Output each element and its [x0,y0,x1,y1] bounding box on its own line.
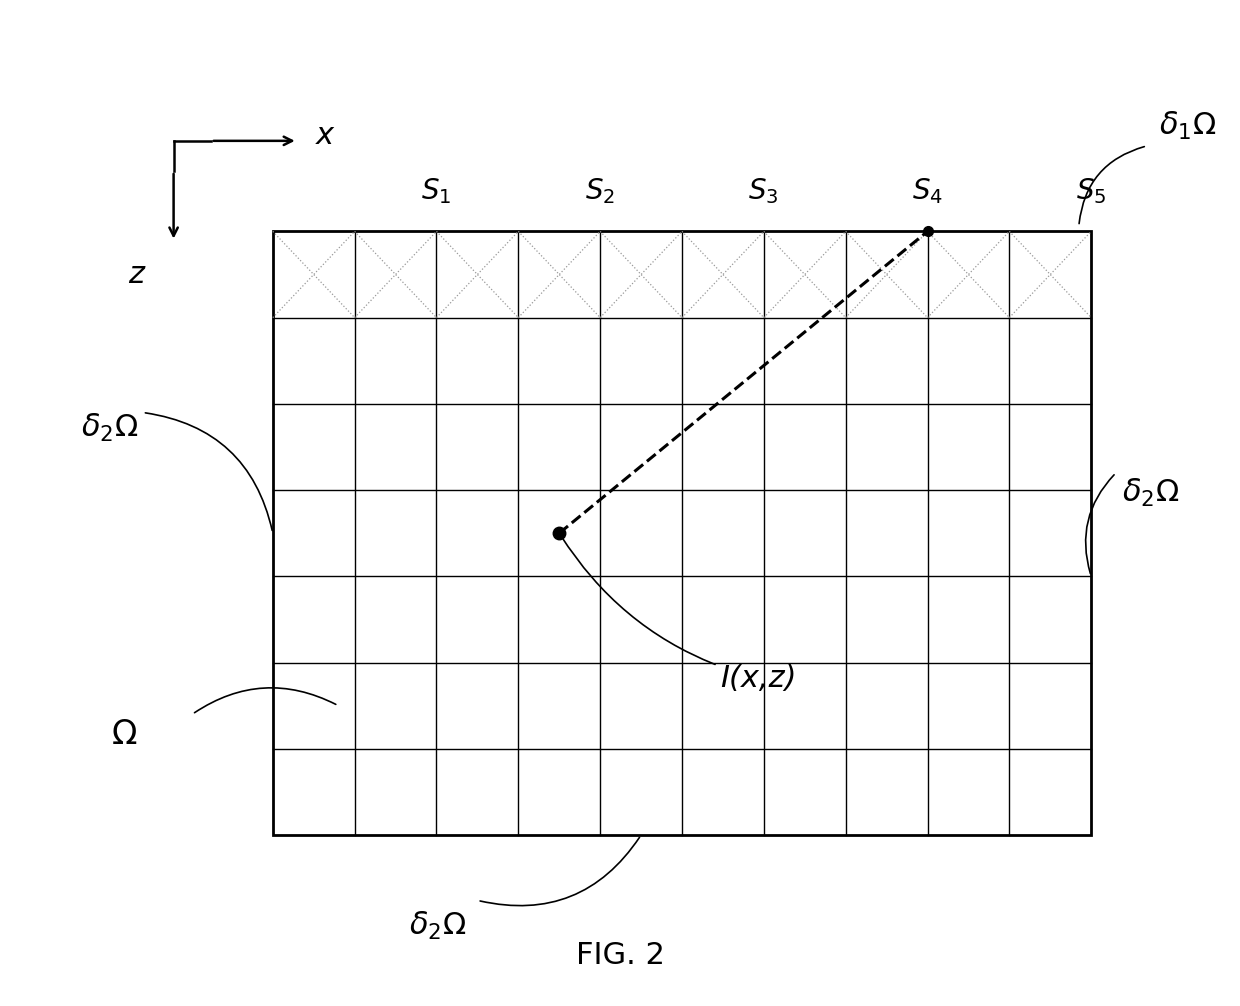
Text: $\delta_2\Omega$: $\delta_2\Omega$ [1122,477,1179,509]
Text: FIG. 2: FIG. 2 [575,942,665,970]
Text: $\delta_2\Omega$: $\delta_2\Omega$ [81,411,138,444]
Text: S$_5$: S$_5$ [1076,176,1106,206]
Text: $\delta_1\Omega$: $\delta_1\Omega$ [1159,110,1216,142]
Bar [273,231,1091,835]
Text: S$_1$: S$_1$ [422,176,451,206]
Text: $\delta_2\Omega$: $\delta_2\Omega$ [409,909,466,942]
Text: S$_4$: S$_4$ [911,176,944,206]
Text: $\Omega$: $\Omega$ [110,718,138,750]
Text: S$_2$: S$_2$ [585,176,615,206]
Text: S$_3$: S$_3$ [749,176,779,206]
Text: x: x [316,122,335,150]
Text: I(x,z): I(x,z) [560,535,797,693]
Text: z: z [129,260,144,289]
